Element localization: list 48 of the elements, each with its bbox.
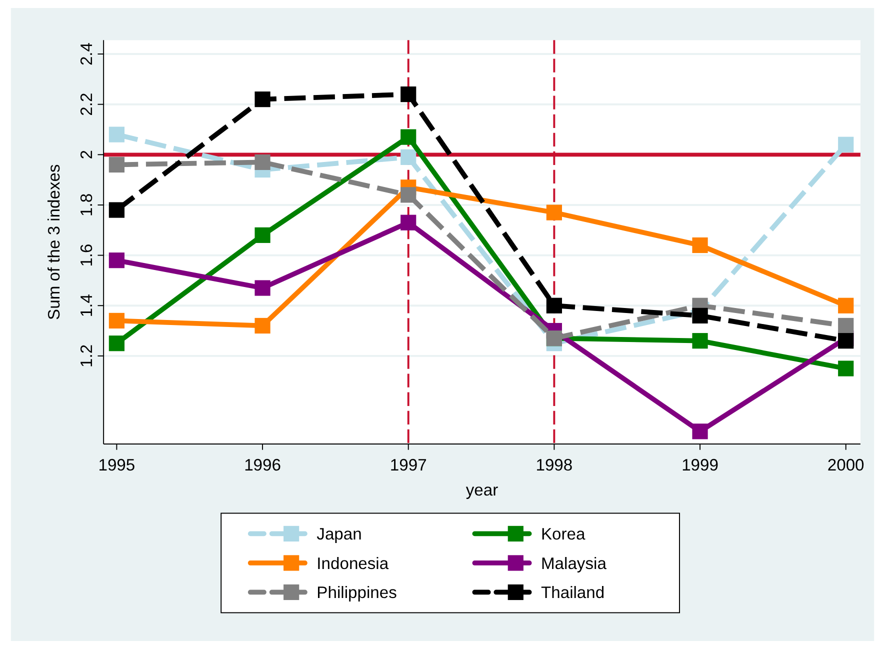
x-tick-label: 2000 xyxy=(827,455,864,474)
y-tick-label: 2 xyxy=(76,150,96,160)
point xyxy=(108,126,124,142)
point xyxy=(254,92,270,108)
point xyxy=(838,318,854,334)
y-tick-label: 1.4 xyxy=(76,294,96,318)
point xyxy=(400,149,416,165)
y-axis-title: Sum of the 3 indexes xyxy=(44,164,64,320)
point xyxy=(838,360,854,376)
point xyxy=(546,204,562,220)
x-tick-label: 1998 xyxy=(536,455,573,474)
point xyxy=(400,129,416,145)
legend-label: Indonesia xyxy=(316,554,390,573)
point xyxy=(692,237,708,254)
point xyxy=(108,202,124,218)
legend-label: Korea xyxy=(541,524,586,544)
point xyxy=(254,227,270,243)
legend-label: Malaysia xyxy=(541,554,608,573)
x-axis-title: year xyxy=(466,480,499,500)
x-tick-label: 1996 xyxy=(244,455,281,474)
y-tick-label: 2.4 xyxy=(76,42,96,66)
point xyxy=(108,312,124,329)
x-tick-label: 1995 xyxy=(98,455,136,474)
point xyxy=(400,214,416,230)
x-tick-label: 1997 xyxy=(390,455,427,474)
legend-label: Thailand xyxy=(541,583,605,602)
y-tick-label: 1.6 xyxy=(76,244,96,267)
point xyxy=(254,318,270,334)
point xyxy=(546,298,562,314)
point xyxy=(838,298,854,314)
y-tick-label: 2.2 xyxy=(76,92,96,116)
point xyxy=(400,86,416,102)
x-tick-label: 1999 xyxy=(682,455,718,474)
point xyxy=(838,136,854,152)
point xyxy=(400,187,416,203)
point xyxy=(108,252,124,268)
point xyxy=(692,308,708,324)
y-tick-label: 1.2 xyxy=(76,344,96,368)
point xyxy=(108,156,124,173)
point xyxy=(838,333,854,349)
y-tick-label: 1.8 xyxy=(76,193,96,216)
legend-label: Japan xyxy=(316,524,362,544)
point xyxy=(692,333,708,349)
point xyxy=(254,280,270,296)
point xyxy=(108,336,124,352)
point xyxy=(692,424,708,440)
legend-label: Philippines xyxy=(316,583,397,602)
point xyxy=(254,154,270,170)
